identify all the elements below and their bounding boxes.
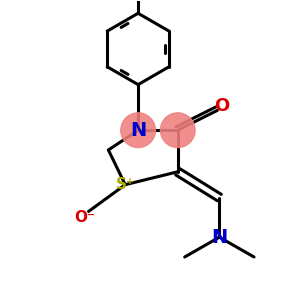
- Text: N: N: [211, 228, 227, 247]
- Circle shape: [160, 113, 195, 148]
- Text: O⁻: O⁻: [74, 210, 95, 225]
- Text: N: N: [130, 121, 146, 140]
- Circle shape: [121, 113, 155, 148]
- Text: S⁺: S⁺: [116, 177, 135, 192]
- Text: O: O: [214, 98, 229, 116]
